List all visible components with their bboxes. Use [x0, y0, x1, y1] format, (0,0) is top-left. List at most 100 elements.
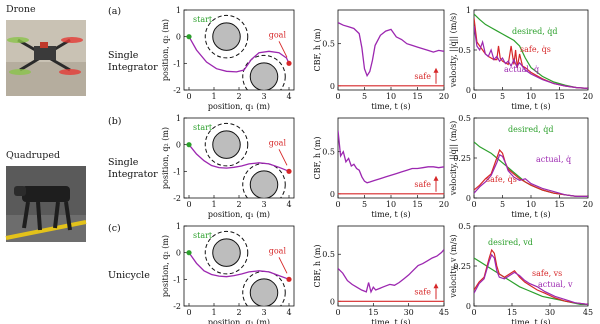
velocity-series-2 — [474, 25, 588, 89]
velocity-series-1 — [474, 148, 588, 197]
quadruped-photo-icon — [5, 166, 87, 242]
x-tick-label: 15 — [368, 308, 378, 317]
plot-area — [338, 22, 444, 87]
drone-label: Drone — [6, 4, 36, 15]
y-tick-label: -1 — [173, 275, 181, 284]
row-b-model-line1: Single — [108, 157, 139, 168]
x-tick-label: 0 — [335, 92, 340, 101]
y-tick-label: 0 — [176, 141, 181, 150]
y-tick-label: 0 — [176, 249, 181, 258]
x-tick-label: 4 — [286, 308, 291, 317]
x-axis-label: time, t (s) — [371, 318, 410, 324]
safe-velocity-label: safe, q̇s — [486, 175, 517, 184]
safe-arrow-head — [433, 67, 439, 73]
y-axis-label: velocity, v (m/s) — [449, 234, 458, 298]
goal-arrow — [278, 257, 288, 274]
y-tick-label: 0.5 — [458, 46, 471, 55]
start-label: start — [193, 15, 213, 24]
x-tick-label: 5 — [362, 92, 367, 101]
x-tick-label: 4 — [286, 200, 291, 209]
trajectory-line — [188, 36, 290, 73]
x-tick-label: 45 — [439, 308, 449, 317]
x-tick-label: 20 — [583, 200, 593, 209]
safe-label: safe — [414, 180, 431, 189]
row-b-letter: (b) — [108, 116, 122, 127]
x-axis-label: position, q₁ (m) — [208, 318, 270, 324]
y-tick-label: 1 — [466, 6, 471, 15]
x-tick-label: 0 — [186, 308, 191, 317]
x-tick-label: 2 — [236, 308, 241, 317]
drone-photo-icon — [6, 20, 86, 96]
goal-point — [286, 168, 292, 174]
x-tick-label: 5 — [362, 200, 367, 209]
y-tick-label: 0 — [330, 82, 335, 91]
y-tick-label: 1 — [176, 222, 181, 231]
x-tick-label: 0 — [471, 92, 476, 101]
y-tick-label: 1 — [176, 6, 181, 15]
x-tick-label: 45 — [583, 308, 593, 317]
x-axis-label: time, t (s) — [511, 318, 550, 324]
x-tick-label: 15 — [412, 92, 422, 101]
y-tick-label: 0 — [466, 194, 471, 203]
y-tick-label: 1 — [176, 114, 181, 123]
chart-0-trajectory: 0 1 2 3 4 1 0 -1 -2 position, q₁ (m) position, q₂ … — [161, 6, 295, 111]
x-tick-label: 15 — [412, 200, 422, 209]
goal-arrow — [278, 149, 288, 166]
x-tick-label: 0 — [186, 200, 191, 209]
x-tick-label: 0 — [471, 200, 476, 209]
y-tick-label: 0 — [330, 297, 335, 306]
x-tick-label: 4 — [286, 92, 291, 101]
chart-2-cbf: 0 15 30 45 0 0.5 time, t (s) CBF, h (m) safe — [313, 225, 449, 324]
obstacle-margin-0 — [204, 122, 249, 167]
y-tick-label: 0 — [330, 190, 335, 199]
goal-point — [286, 60, 292, 66]
row-b-model-line2: Integrator — [108, 169, 158, 180]
plot-area — [188, 230, 290, 306]
goal-label: goal — [269, 30, 287, 39]
desired-label: desired, vd — [488, 238, 533, 247]
goal-label: goal — [269, 138, 287, 147]
y-tick-label: 0.5 — [322, 40, 335, 49]
trajectory-line — [188, 144, 290, 172]
x-tick-label: 10 — [386, 200, 396, 209]
x-tick-label: 5 — [500, 200, 505, 209]
start-point — [186, 250, 192, 256]
goal-arrow — [278, 41, 288, 58]
y-axis-label: velocity, ||q̇|| (m/s) — [449, 121, 458, 197]
y-tick-label: 0 — [176, 33, 181, 42]
x-tick-label: 30 — [545, 308, 555, 317]
goal-point — [286, 276, 292, 282]
y-axis-label: position, q₂ (m) — [161, 127, 170, 189]
y-tick-label: 0.5 — [322, 250, 335, 259]
x-tick-label: 30 — [404, 308, 414, 317]
y-tick-label: 0.25 — [453, 262, 471, 271]
chart-0-velocity: 0 5 10 15 20 1 0.5 0 time, t (s) velocity, ||q̇||… — [449, 6, 593, 111]
obstacle-1 — [249, 278, 279, 306]
x-tick-label: 3 — [261, 200, 266, 209]
chart-1-velocity: 0 5 10 15 20 0.5 0.25 0 time, t (s) velocity, ||q… — [449, 114, 593, 219]
y-axis-label: velocity, ||q̇|| (m/s) — [449, 13, 458, 89]
x-axis-label: time, t (s) — [511, 102, 550, 111]
goal-label: goal — [269, 246, 287, 255]
x-tick-label: 3 — [261, 308, 266, 317]
y-tick-label: 0 — [466, 86, 471, 95]
row-c-model-line1: Unicycle — [108, 270, 150, 281]
obstacle-margin-0 — [204, 14, 249, 59]
y-tick-label: -2 — [173, 194, 181, 203]
x-tick-label: 3 — [261, 92, 266, 101]
chart-0-cbf: 0 5 10 15 20 0 0.5 time, t (s) CBF, h (m) safe — [313, 9, 449, 111]
x-tick-label: 0 — [335, 200, 340, 209]
x-axis-label: time, t (s) — [371, 102, 410, 111]
obstacle-0 — [212, 238, 241, 267]
plot-area — [338, 130, 444, 195]
velocity-series-0 — [474, 141, 588, 197]
x-tick-label: 0 — [471, 308, 476, 317]
desired-label: desired, q̇d — [512, 27, 558, 36]
velocity-series-2 — [474, 253, 588, 305]
y-axis-label: CBF, h (m) — [313, 137, 322, 180]
y-tick-label: 0.5 — [458, 114, 471, 123]
obstacle-1 — [249, 170, 279, 198]
safe-label: safe — [414, 72, 431, 81]
chart-2-velocity: 0 15 30 45 0.5 0.25 0 time, t (s) velocity, v (m… — [449, 222, 593, 324]
